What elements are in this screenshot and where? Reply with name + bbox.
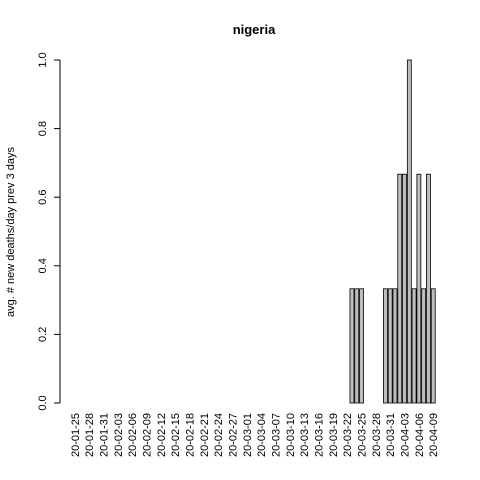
- bar: [383, 288, 388, 404]
- bar: [349, 288, 355, 404]
- x-tick-label: 20-02-12: [156, 413, 168, 457]
- x-tick-label: 20-03-13: [299, 413, 311, 457]
- x-tick-label: 20-01-31: [98, 413, 110, 457]
- bar: [406, 59, 412, 404]
- x-tick-label: 20-02-15: [170, 413, 182, 457]
- x-tick-label: 20-04-03: [400, 413, 412, 457]
- x-tick-label: 20-03-10: [285, 413, 297, 457]
- bar: [430, 288, 436, 404]
- x-tick-label: 20-02-03: [113, 413, 125, 457]
- y-tick-label: 0.0: [37, 395, 49, 410]
- x-tick-label: 20-02-21: [199, 413, 211, 457]
- x-tick-label: 20-02-24: [213, 413, 225, 457]
- x-tick-label: 20-03-04: [256, 413, 268, 457]
- x-tick-label: 20-02-18: [184, 413, 196, 457]
- bar: [402, 173, 407, 404]
- bar: [397, 173, 403, 404]
- x-tick-label: 20-03-25: [357, 413, 369, 457]
- x-tick-label: 20-04-09: [428, 413, 440, 457]
- chart-title: nigeria: [233, 22, 276, 37]
- bar: [354, 288, 360, 404]
- x-tick-label: 20-03-28: [371, 413, 383, 457]
- x-tick-label: 20-02-06: [127, 413, 139, 457]
- bar: [416, 173, 422, 404]
- x-tick-label: 20-04-06: [414, 413, 426, 457]
- x-tick-label: 20-03-16: [314, 413, 326, 457]
- x-tick-label: 20-03-07: [271, 413, 283, 457]
- y-tick-label: 0.6: [37, 190, 49, 205]
- x-tick-label: 20-03-31: [385, 413, 397, 457]
- x-tick-label: 20-02-09: [141, 413, 153, 457]
- y-tick-label: 0.4: [37, 258, 49, 273]
- bar: [426, 173, 431, 404]
- x-tick-label: 20-02-27: [227, 413, 239, 457]
- x-tick-label: 20-03-22: [342, 413, 354, 457]
- x-tick-label: 20-01-28: [84, 413, 96, 457]
- bar: [421, 288, 427, 404]
- bar: [359, 288, 364, 404]
- x-tick-label: 20-03-19: [328, 413, 340, 457]
- y-tick-label: 0.2: [37, 327, 49, 342]
- bar: [392, 288, 398, 404]
- y-axis-label: avg. # new deaths/day prev 3 days: [5, 147, 17, 317]
- bar: [387, 288, 393, 404]
- bar: [411, 288, 417, 404]
- x-tick-label: 20-03-01: [242, 413, 254, 457]
- x-tick-label: 20-01-25: [70, 413, 82, 457]
- y-tick-label: 0.8: [37, 121, 49, 136]
- y-tick-label: 1.0: [37, 52, 49, 67]
